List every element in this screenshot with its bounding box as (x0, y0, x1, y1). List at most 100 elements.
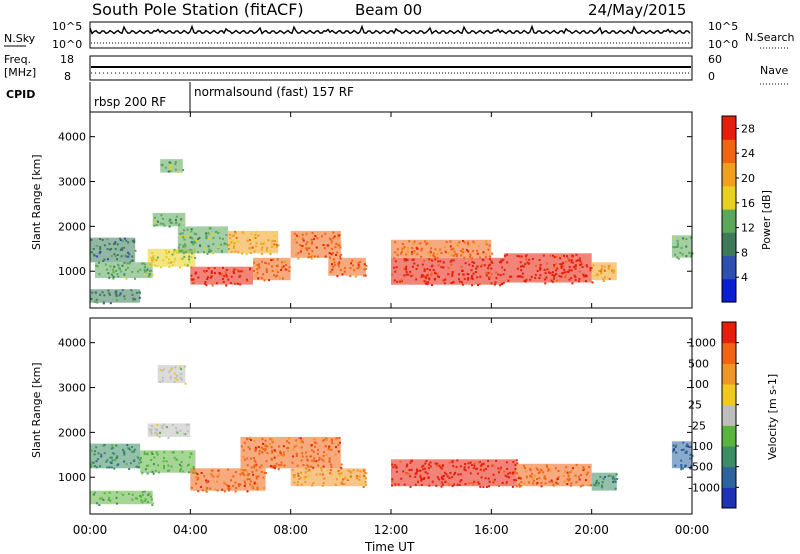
colorbar-cell (722, 162, 736, 187)
colorbar-tick-label: -25 (688, 419, 706, 432)
cpid-segment-rbsp: rbsp 200 RF (94, 95, 166, 109)
colorbar-cell (722, 232, 736, 257)
y-tick-label: 2000 (58, 220, 86, 233)
colorbar-tick-label: 1000 (688, 337, 716, 350)
power-panel: 1000 2000 3000 4000 Slant Range [km] 4 8 12 16… (30, 111, 773, 309)
freq-tick-top: 18 (60, 53, 74, 66)
data-region (177, 226, 230, 255)
figure-title: South Pole Station (fitACF) (92, 0, 304, 19)
data-region (671, 441, 694, 471)
colorbar-tick-label: -100 (688, 440, 713, 453)
nsky-label: N.Sky (4, 32, 36, 45)
colorbar-tick-label: 12 (741, 222, 755, 235)
y-tick-label: 1000 (58, 265, 86, 278)
nsky-panel: N.Sky 10^5 10^0 10^5 10^0 N.Search (4, 20, 795, 51)
x-tick-label: 12:00 (374, 523, 409, 537)
freq-unit-label: [MHz] (4, 66, 36, 79)
freq-label: Freq. (4, 53, 31, 66)
power-y-label: Slant Range [km] (30, 154, 43, 250)
y-tick-label: 4000 (58, 131, 86, 144)
colorbar-cell (722, 139, 736, 164)
colorbar-cell (722, 209, 736, 233)
colorbar-tick-label: 24 (741, 147, 755, 160)
colorbar-cell (722, 278, 736, 303)
x-tick-label: 20:00 (574, 523, 609, 537)
data-region (391, 239, 494, 260)
colorbar-cell (722, 425, 736, 447)
power-colorbar: 4 8 12 16 20 24 28 (721, 115, 755, 303)
y-tick-label: 1000 (58, 471, 86, 484)
data-region (253, 257, 291, 282)
colorbar-cell (722, 487, 736, 509)
colorbar-cell (722, 185, 736, 210)
data-region (152, 212, 186, 228)
nsky-tick-top: 10^5 (52, 20, 82, 33)
y-tick-label: 2000 (58, 426, 86, 439)
velocity-colorbar-label: Velocity [m s-1] (766, 374, 779, 460)
data-region (90, 289, 141, 305)
colorbar-tick-label: 500 (688, 357, 709, 370)
velocity-y-label: Slant Range [km] (30, 362, 43, 458)
data-region (591, 262, 617, 282)
velocity-y-ticks: 1000 2000 3000 4000 (58, 337, 692, 484)
nave-tick-bottom: 0 (708, 70, 715, 83)
colorbar-tick-label: 100 (688, 378, 709, 391)
x-axis: 00:00 04:00 08:00 12:00 16:00 20:00 00:00 (73, 112, 710, 537)
colorbar-tick-label: 25 (688, 399, 702, 412)
data-region (190, 468, 267, 493)
colorbar-cell (722, 255, 736, 280)
data-region (290, 230, 343, 260)
x-tick-label: 04:00 (173, 523, 208, 537)
data-region (160, 159, 185, 173)
data-region (140, 450, 198, 475)
data-region (391, 459, 519, 488)
colorbar-tick-label: 20 (741, 172, 755, 185)
velocity-colorbar: 1000 500 100 25 -25 -100 -500 -1000 (688, 321, 739, 509)
x-tick-label: 16:00 (474, 523, 509, 537)
cpid-label: CPID (6, 88, 35, 101)
data-region (328, 257, 368, 278)
y-tick-label: 3000 (58, 176, 86, 189)
nsky-line (89, 24, 691, 35)
data-region (157, 365, 187, 385)
colorbar-tick-label: -500 (688, 461, 713, 474)
beam-label: Beam 00 (355, 1, 422, 19)
freq-panel: Freq. [MHz] 18 8 60 0 Nave (4, 53, 790, 85)
colorbar-cell (722, 116, 736, 140)
x-tick-label: 08:00 (273, 523, 308, 537)
x-tick-label: 00:00 (675, 523, 710, 537)
data-region (90, 490, 155, 506)
colorbar-cell (722, 322, 736, 344)
colorbar-tick-label: 8 (741, 246, 748, 259)
colorbar-cell (722, 342, 736, 364)
cpid-row: CPID rbsp 200 RF normalsound (fast) 157 … (6, 82, 354, 112)
power-y-ticks: 1000 2000 3000 4000 (58, 131, 692, 278)
data-region (228, 230, 280, 256)
cpid-segment-normalsound: normalsound (fast) 157 RF (194, 85, 354, 99)
data-region (591, 472, 619, 491)
nsearch-tick-bottom: 10^0 (708, 38, 738, 51)
data-region (240, 436, 343, 471)
colorbar-cell (722, 446, 736, 468)
y-tick-label: 3000 (58, 382, 86, 395)
data-region (147, 423, 191, 439)
date-label: 24/May/2015 (588, 1, 686, 19)
nsearch-tick-top: 10^5 (708, 20, 738, 33)
colorbar-tick-label: 4 (741, 271, 748, 284)
data-region (95, 262, 154, 280)
freq-tick-bottom: 8 (64, 70, 71, 83)
colorbar-cell (722, 404, 736, 426)
nave-tick-top: 60 (708, 53, 722, 66)
power-colorbar-label: Power [dB] (760, 190, 773, 250)
colorbar-cell (722, 384, 736, 406)
data-region (90, 443, 142, 470)
data-region (391, 257, 506, 287)
data-region (290, 468, 368, 488)
velocity-panel: 1000 2000 3000 4000 Slant Range [km] 1000 50… (30, 317, 779, 515)
colorbar-frame (721, 321, 737, 509)
colorbar-tick-label: -1000 (688, 481, 720, 494)
power-data-layer (90, 159, 694, 305)
colorbar-tick-label: 16 (741, 197, 755, 210)
colorbar-frame (721, 115, 737, 303)
